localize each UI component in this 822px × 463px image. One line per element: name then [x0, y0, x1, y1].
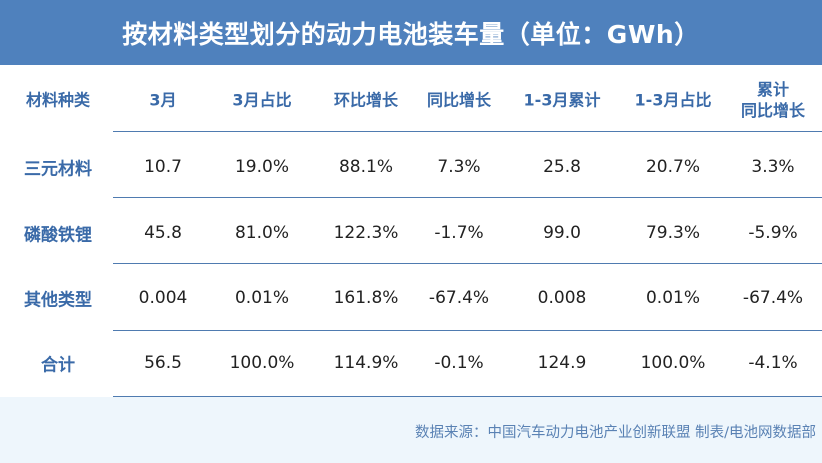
table-cell: 81.0% [234, 223, 290, 243]
row-divider [113, 197, 822, 198]
table-cell: 3.3% [751, 157, 795, 177]
table-cell: 0.008 [537, 288, 587, 308]
column-header: 环比增长 [333, 90, 399, 110]
column-header: 材料种类 [25, 90, 91, 110]
table-cell: 79.3% [645, 223, 701, 243]
footer-band [0, 397, 822, 463]
row-label: 三元材料 [24, 159, 92, 180]
column-header: 同比增长 [426, 90, 492, 110]
table-cell: 20.7% [645, 157, 701, 177]
table-cell: 99.0 [543, 223, 581, 243]
table-cell: -0.1% [434, 353, 484, 373]
table-title: 按材料类型划分的动力电池装车量（单位：GWh） [0, 0, 822, 65]
row-divider [113, 131, 822, 132]
table-cell: 0.01% [234, 288, 290, 308]
table-cell: 7.3% [437, 157, 481, 177]
table-cell: 122.3% [333, 223, 399, 243]
table-cell: 56.5 [144, 353, 182, 373]
table-cell: -67.4% [742, 288, 804, 308]
row-divider [113, 330, 822, 331]
table-cell: 0.01% [645, 288, 701, 308]
column-header: 累计 同比增长 [740, 80, 806, 120]
table-cell: 88.1% [338, 157, 394, 177]
table-cell: 124.9 [537, 353, 587, 373]
source-note: 数据来源：中国汽车动力电池产业创新联盟 制表/电池网数据部 [415, 425, 816, 441]
row-label: 合计 [41, 355, 75, 376]
table-cell: 100.0% [640, 353, 706, 373]
table-cell: 100.0% [229, 353, 295, 373]
table-cell: 45.8 [144, 223, 182, 243]
table-cell: 114.9% [333, 353, 399, 373]
table-cell: -67.4% [428, 288, 490, 308]
table-cell: 19.0% [234, 157, 290, 177]
table-cell: 161.8% [333, 288, 399, 308]
table-cell: -5.9% [748, 223, 798, 243]
column-header: 1-3月累计 [523, 90, 601, 110]
row-label: 磷酸铁锂 [24, 225, 92, 246]
column-header: 3月 [149, 90, 177, 110]
column-header: 1-3月占比 [634, 90, 712, 110]
table-cell: -4.1% [748, 353, 798, 373]
row-divider [113, 396, 822, 397]
row-divider [113, 263, 822, 264]
table-cell: 10.7 [144, 157, 182, 177]
row-label: 其他类型 [24, 290, 92, 311]
column-header: 3月占比 [232, 90, 292, 110]
table-cell: -1.7% [434, 223, 484, 243]
table-cell: 0.004 [138, 288, 188, 308]
table-cell: 25.8 [543, 157, 581, 177]
